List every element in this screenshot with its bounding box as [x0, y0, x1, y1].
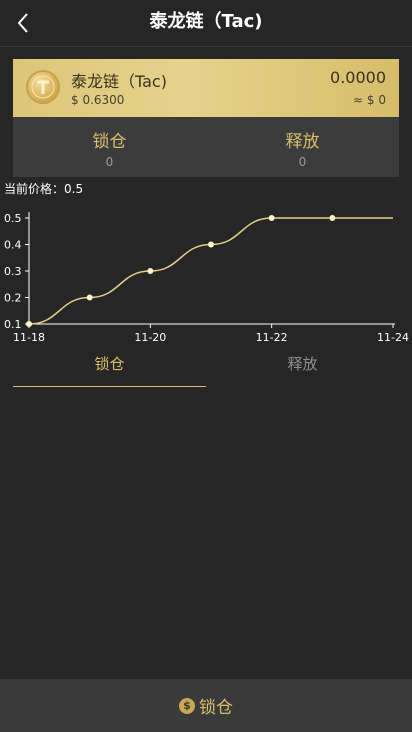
release-stat-label: 释放 [285, 132, 320, 152]
token-approx-value: ≈ $ 0 [353, 93, 386, 107]
lock-button-label: 锁仓 [199, 698, 233, 718]
token-name: 泰龙链（Tac) [71, 72, 167, 91]
page-title: 泰龙链（Tac) [149, 11, 263, 32]
current-price: 当前价格：0.5 [4, 182, 84, 196]
y-tick-label: 0.1 [4, 318, 22, 331]
lock-stat-label: 锁仓 [92, 132, 127, 152]
back-button[interactable] [8, 8, 38, 38]
token-card: 泰龙链（Tac) $ 0.6300 0.0000 ≈ $ 0 [13, 59, 399, 117]
data-point [208, 241, 214, 248]
tab-release[interactable]: 释放 [287, 355, 318, 373]
x-tick-label: 11-20 [134, 331, 166, 344]
release-stat: 释放 0 [206, 117, 399, 177]
token-amount: 0.0000 [330, 68, 386, 87]
token-coin-icon [26, 70, 60, 104]
release-stat-value: 0 [298, 155, 307, 169]
data-point [26, 321, 32, 327]
data-point [147, 268, 154, 274]
lock-stat-value: 0 [105, 155, 114, 169]
coin-icon: $ [179, 697, 195, 714]
tab-lock[interactable]: 锁仓 [13, 346, 206, 387]
price-chart: 0.1 0.2 0.3 0.4 0.5 11-18 11-20 11-22 11-24 [4, 212, 409, 344]
lock-button[interactable]: $ 锁仓 [0, 679, 412, 732]
y-tick-label: 0.2 [4, 292, 22, 305]
data-point [329, 215, 336, 221]
data-point [268, 215, 275, 221]
header: 泰龙链（Tac) [0, 0, 412, 47]
x-tick-label: 11-22 [256, 331, 288, 344]
chevron-left-icon [17, 13, 28, 33]
data-point [86, 294, 93, 301]
tab-bar: 锁仓 释放 [13, 346, 399, 387]
y-tick-label: 0.4 [4, 239, 22, 252]
token-price: $ 0.6300 [71, 93, 125, 107]
y-tick-label: 0.5 [4, 212, 22, 225]
stats-panel: 锁仓 0 释放 0 [13, 117, 399, 177]
y-tick-label: 0.3 [4, 265, 22, 278]
lock-stat: 锁仓 0 [13, 117, 206, 177]
price-line [28, 217, 393, 325]
x-tick-label: 11-24 [377, 331, 409, 344]
x-tick-label: 11-18 [13, 331, 45, 344]
